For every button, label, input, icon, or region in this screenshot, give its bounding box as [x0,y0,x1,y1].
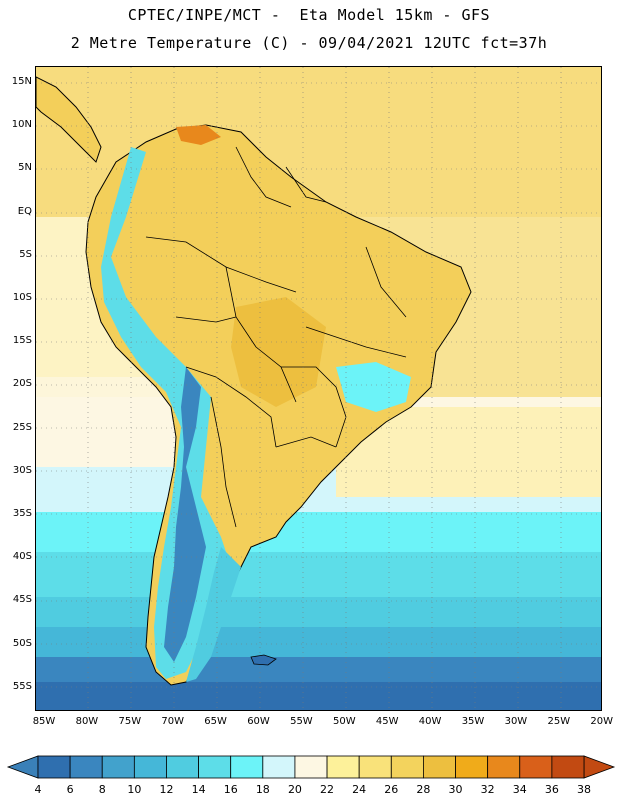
ocean-band-8 [36,657,601,682]
lon-tick-label: 40W [418,716,442,727]
lon-tick-label: 35W [461,716,485,727]
lat-tick-label: 55S [12,680,32,692]
colorbar-low-arrow [6,755,39,779]
colorbar-segment [37,755,71,779]
lat-tick-label: EQ [17,205,32,217]
colorbar-label: 20 [287,783,302,796]
title-line-2: 2 Metre Temperature (C) - 09/04/2021 12U… [70,34,548,52]
lon-tick-label: 65W [204,716,227,727]
lat-tick-label: 20S [12,378,32,390]
colorbar-label: 24 [352,783,367,796]
lat-tick-label: 45S [12,594,32,606]
lat-tick-label: 30S [12,464,32,476]
colorbar-label: 16 [223,783,238,796]
colorbar-label: 34 [512,783,527,796]
colorbar-segment [294,755,328,779]
ocean-band-16 [36,512,601,552]
southeast-cool-patch [336,362,411,412]
country-borders [145,146,407,528]
colorbar-segment [133,755,167,779]
lon-tick-label: 60W [247,716,270,727]
lat-tick-label: 5S [19,248,32,260]
colorbar-segment [166,755,199,779]
ocean-band-10 [36,627,601,657]
colorbar-label: 6 [66,783,74,796]
central-america-land [36,76,102,163]
colorbar-high-arrow [583,755,616,779]
colorbar-label: 30 [448,783,463,796]
colorbar-label: 26 [384,783,399,796]
lat-tick-label: 40S [12,551,32,563]
lon-tick-label: 50W [332,716,356,727]
north-hot-spot [176,125,221,145]
colorbar-label: 14 [191,783,206,796]
lat-tick-label: 10N [11,119,32,131]
colorbar-label: 22 [320,783,335,796]
lon-tick-label: 80W [75,716,99,727]
colorbar-label: 4 [34,783,42,796]
colorbar-label: 36 [544,783,559,796]
patagonia-land [186,547,241,682]
colorbar-label: 38 [577,783,591,796]
lat-tick-label: 15N [11,76,32,87]
andes-coldest [164,367,206,662]
ocean-band-14 [36,552,601,597]
lon-tick-label: 45W [375,716,399,727]
lon-tick-label: 85W [32,716,56,727]
lat-tick-label: 10S [12,292,32,303]
colorbar-segment [230,755,264,779]
colorbar-segment [198,755,232,779]
colorbar-label: 32 [480,783,495,796]
lon-tick-label: 70W [161,716,184,727]
colorbar-segment [69,755,103,779]
colorbar-segment [487,755,521,779]
colorbar-label: 28 [416,783,431,796]
lat-tick-label: 5N [18,162,32,174]
colorbar-segment [101,755,135,779]
map-svg [36,67,601,710]
colorbar-segment [358,755,392,779]
falkland-islands [250,654,277,666]
title-line-1: CPTEC/INPE/MCT - Eta Model 15km - GFS [127,6,491,24]
colorbar-label: 8 [98,783,106,796]
colorbar-segment [519,755,553,779]
colorbar-segment [390,755,424,779]
lon-tick-label: 20W [590,716,613,727]
lon-tick-label: 75W [118,716,142,727]
lat-tick-label: 15S [12,335,32,347]
lat-tick-label: 25S [12,421,32,433]
colorbar-label: 10 [127,783,142,796]
colorbar-segment [423,755,456,779]
colorbar-label: 12 [159,783,174,796]
ocean-band-6 [36,682,601,710]
colorbar-segments [37,755,585,779]
lon-tick-label: 25W [547,716,571,727]
colorbar-segment [326,755,360,779]
ocean-band-12 [36,597,601,627]
colorbar-label: 18 [255,783,270,796]
colorbar-segment [455,755,489,779]
colorbar-segment [551,755,585,779]
lon-tick-label: 30W [504,716,528,727]
lat-tick-label: 35S [12,508,32,519]
colorbar-segment [262,755,296,779]
interior-warm-core [231,297,326,407]
colorbar [6,755,616,779]
temperature-map [35,66,602,711]
lat-tick-label: 50S [12,637,32,649]
lon-tick-label: 55W [290,716,313,727]
